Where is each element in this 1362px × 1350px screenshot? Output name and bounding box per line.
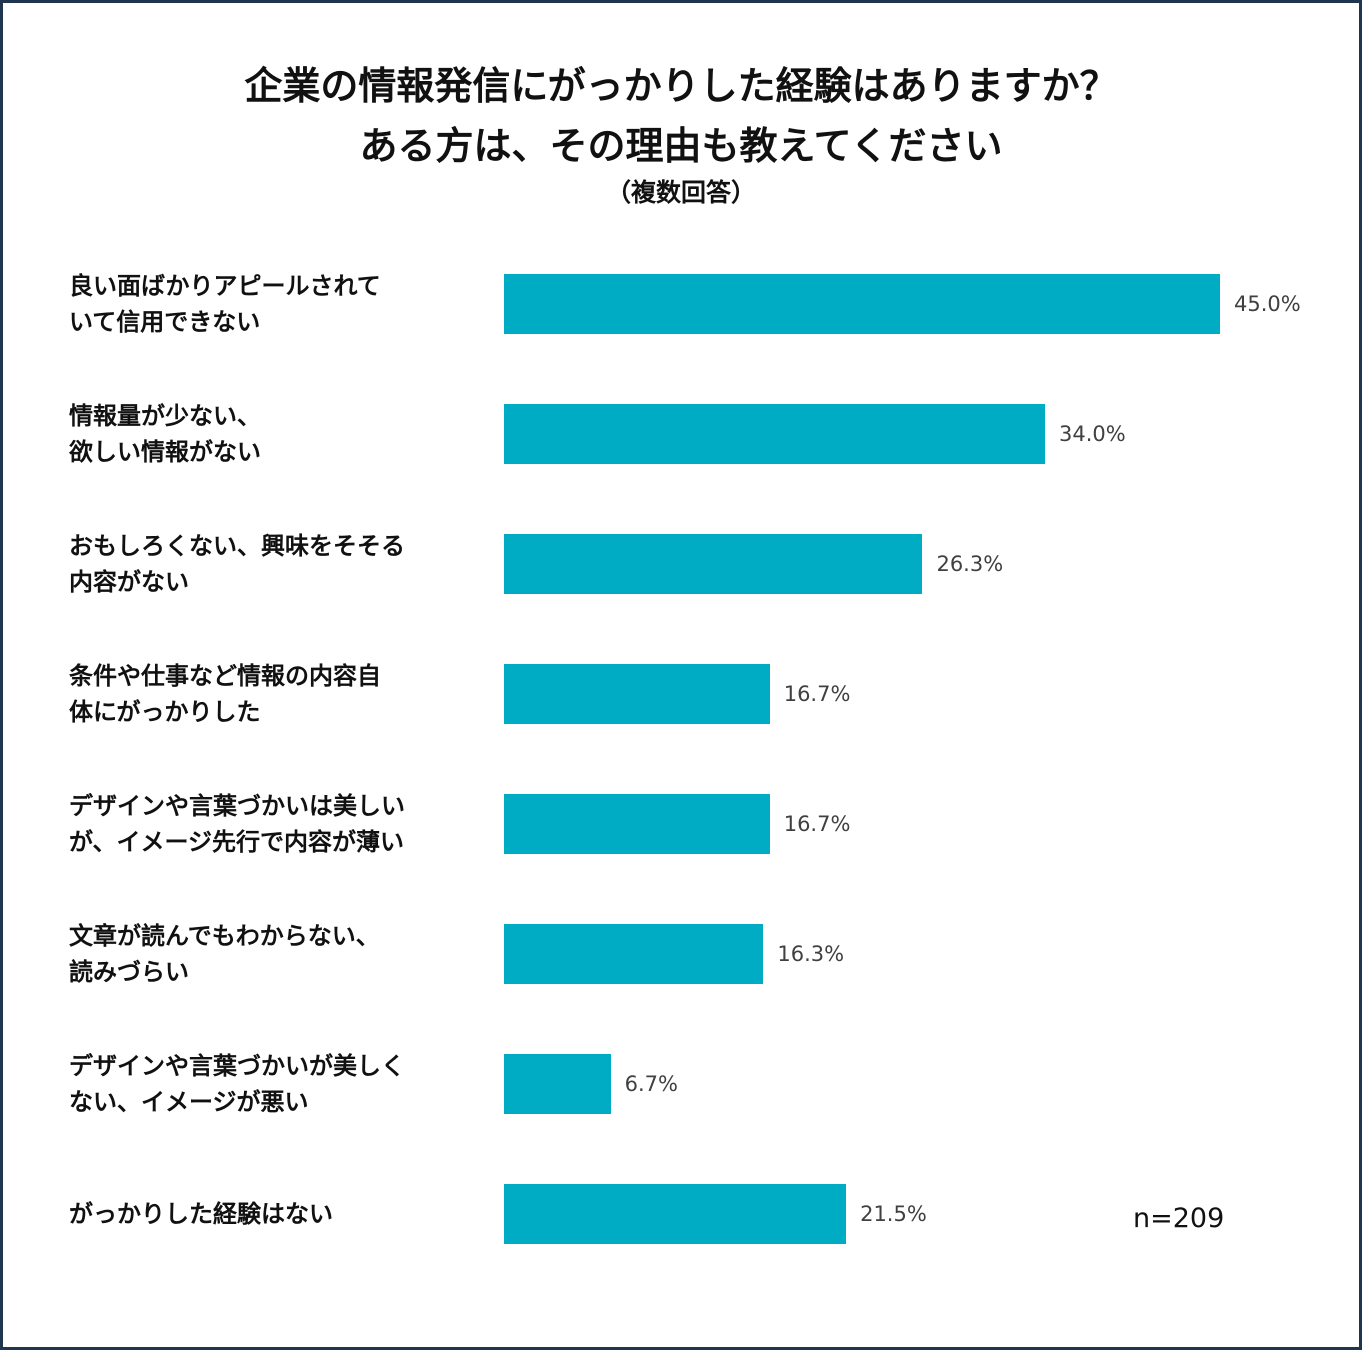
category-label: デザインや言葉づかいは美しい が、イメージ先行で内容が薄い [69,792,405,856]
chart-title: 企業の情報発信にがっかりした経験はありますか？ [244,64,1118,108]
value-label: 26.3% [936,552,1004,576]
category-label: 条件や仕事など情報の内容自 体にがっかりした [69,662,381,726]
bar [504,404,1045,464]
bar [504,794,770,854]
category-label: がっかりした経験はない [69,1200,333,1228]
category-label: おもしろくない、興味をそそる 内容がない [69,532,405,596]
value-label: 16.7% [783,812,851,836]
category-label: 文章が読んでもわからない、 読みづらい [69,922,380,986]
bar [504,1184,847,1244]
value-label: 34.0% [1058,422,1126,446]
value-label: 21.5% [860,1202,927,1226]
bar [504,274,1220,334]
annotation: n=209 [1133,1203,1225,1234]
bar [504,1054,611,1114]
chart-subtitle: （複数回答） [605,178,756,207]
category-label: デザインや言葉づかいが美しく ない、イメージが悪い [69,1052,405,1116]
bar [504,664,770,724]
category-label: 情報量が少ない、 欲しい情報がない [69,402,261,466]
value-label: 45.0% [1234,292,1301,316]
bar [504,534,923,594]
bar [504,924,764,984]
value-label: 16.3% [777,942,845,966]
chart-title: ある方は、その理由も教えてください [359,124,1003,168]
value-label: 6.7% [624,1072,678,1096]
value-label: 16.7% [783,682,851,706]
category-label: 良い面ばかりアピールされて いて信用できない [69,272,381,336]
